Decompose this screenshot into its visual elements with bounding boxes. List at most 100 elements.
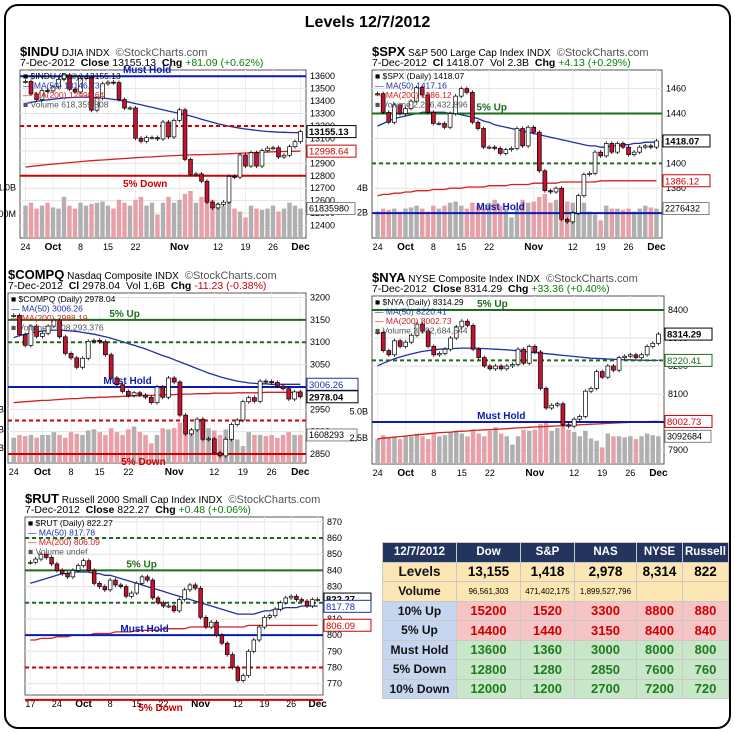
- candle-body: [287, 146, 292, 156]
- candle-body: [425, 330, 431, 347]
- x-tick-label: 12: [568, 242, 578, 252]
- x-tick-label: 24: [373, 242, 383, 252]
- volume-bar: [470, 429, 476, 464]
- info-part-3: Vol 2.3B: [484, 57, 530, 69]
- volume-bar: [252, 434, 257, 463]
- volume-tag: 61835980: [309, 204, 349, 214]
- candle-body: [60, 570, 65, 574]
- volume-bar: [420, 436, 425, 464]
- cell-nyse: 7200: [636, 678, 683, 699]
- x-tick-label: 24: [373, 468, 383, 478]
- candle-body: [94, 97, 100, 111]
- volume-bar: [200, 423, 206, 463]
- candle-body: [219, 634, 225, 644]
- candle-body: [458, 88, 464, 97]
- candle-body: [531, 126, 537, 133]
- candle-body: [91, 340, 97, 342]
- candle-body: [497, 148, 503, 154]
- x-tick-label: Nov: [525, 468, 544, 479]
- x-tick-label: 8: [431, 468, 436, 478]
- price-tag: 3006.26: [309, 380, 343, 391]
- volume-bar: [566, 429, 571, 464]
- volume-bar: [548, 202, 553, 238]
- volume-bar: [594, 440, 599, 464]
- x-tick-label: 19: [259, 699, 269, 709]
- candle-body: [425, 94, 431, 113]
- volume-bar: [72, 208, 78, 238]
- candle-body: [38, 553, 44, 560]
- chart-source: ©StockCharts.com: [545, 273, 638, 285]
- candle-body: [620, 143, 626, 148]
- volume-bar: [425, 439, 431, 464]
- candle-body: [510, 364, 515, 367]
- volume-bar: [23, 205, 28, 238]
- y-tick-label: 12800: [310, 171, 335, 181]
- candle-body: [204, 180, 210, 203]
- candle-body: [470, 92, 475, 123]
- volume-bar: [475, 205, 481, 238]
- candle-body: [187, 584, 193, 591]
- volume-bar: [91, 429, 97, 463]
- cell-dow: 15200: [456, 600, 521, 621]
- price-tag-box: [662, 134, 711, 148]
- volume-bar: [292, 434, 297, 463]
- candle-body: [476, 348, 482, 358]
- legend-entry: — MA(50) 1417.16: [375, 81, 447, 91]
- info-part-5: -11.23 (-0.38%): [194, 280, 267, 292]
- candle-body: [262, 616, 267, 628]
- volume-bar: [287, 202, 292, 238]
- volume-bar: [403, 436, 408, 464]
- candle-body: [103, 341, 108, 356]
- volume-axis-label: 3B: [0, 405, 4, 415]
- volume-bar: [492, 199, 497, 238]
- chart-info-line: 7-Dec-2012 Close 13155.13 Chg +81.09 (+0…: [20, 57, 263, 69]
- volume-bar: [436, 208, 442, 238]
- candle-body: [587, 172, 592, 175]
- row-10-up: 10% Up 15200 1520 3300 8800 880: [382, 600, 729, 621]
- x-tick-label: Dec: [291, 467, 310, 478]
- level-label: Must Hold: [123, 65, 171, 76]
- volume-bar: [431, 433, 437, 464]
- candle-body: [144, 137, 149, 142]
- x-tick-label: 24: [9, 467, 19, 477]
- cell-nas: 2850: [574, 659, 637, 680]
- volume-bar: [183, 420, 188, 463]
- volume-bar: [116, 199, 122, 238]
- volume-bar: [498, 205, 503, 238]
- candle-body: [380, 332, 386, 351]
- candle-body: [281, 154, 287, 158]
- candle-body: [581, 174, 587, 197]
- chart-info-line: 7-Dec-2012 Close 822.27 Chg +0.48 (+0.06…: [25, 504, 251, 516]
- candle-body: [154, 386, 160, 403]
- candle-body: [304, 600, 310, 607]
- row-label: Must Hold: [382, 639, 457, 660]
- candle-body: [199, 173, 204, 182]
- y-tick-label: 13500: [310, 84, 335, 94]
- candle-body: [150, 579, 155, 599]
- price-tag: 817.78: [326, 602, 355, 613]
- volume-bar: [11, 437, 17, 463]
- candle-body: [89, 76, 94, 111]
- volume-bar: [226, 201, 232, 238]
- volume-bar: [215, 202, 221, 238]
- price-tag: 13155.13: [309, 127, 349, 138]
- volume-bar: [263, 436, 269, 463]
- volume-bar: [442, 205, 447, 238]
- volume-bar: [143, 434, 148, 463]
- cell-sp: 1440: [520, 620, 575, 641]
- y-tick-label: 3150: [310, 315, 330, 325]
- candle-body: [414, 87, 419, 102]
- volume-axis-label: 1.0B: [0, 182, 16, 192]
- y-tick-label: 860: [327, 533, 342, 543]
- candle-body: [131, 392, 137, 396]
- x-tick-label: 19: [597, 468, 607, 478]
- x-tick-label: 17: [25, 699, 35, 709]
- candle-body: [102, 586, 108, 591]
- candle-body: [570, 212, 576, 223]
- chart-title: $SPX S&P 500 Large Cap Index INDX ©StockC…: [372, 44, 649, 59]
- info-part-2: 822.27: [117, 504, 150, 516]
- candle-body: [28, 81, 34, 95]
- info-part-2: 13155.13: [112, 57, 157, 69]
- candle-body: [80, 357, 85, 368]
- volume-bar: [114, 432, 120, 463]
